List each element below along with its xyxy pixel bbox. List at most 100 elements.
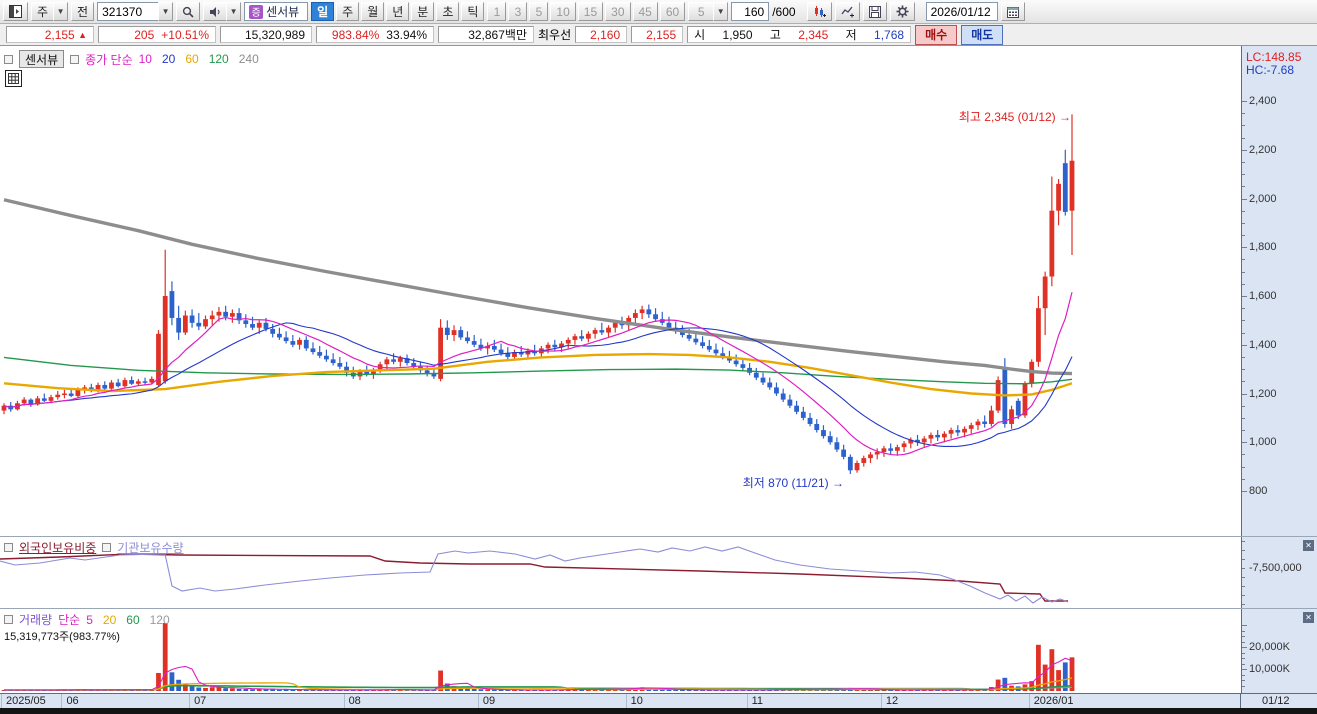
ohl-field: 시 1,950 고 2,345 저 1,768	[687, 26, 912, 43]
period-button-월[interactable]: 월	[361, 2, 385, 21]
candle-up	[1036, 308, 1041, 362]
minute-button-30[interactable]: 30	[605, 2, 631, 21]
time-axis[interactable]: 01/12 2025/05 06 07 08 09 10 11 12 2026/01	[0, 693, 1317, 709]
add-trendline-tool-button[interactable]	[834, 2, 860, 21]
candle-down	[324, 355, 329, 360]
search-button[interactable]	[176, 2, 201, 21]
candle-down	[552, 344, 558, 348]
price-ma-240[interactable]: 240	[238, 52, 259, 66]
minute-button-3[interactable]: 3	[508, 2, 528, 21]
candle-down	[807, 417, 813, 424]
volume-tick	[1242, 663, 1245, 665]
minute-button-15[interactable]: 15	[577, 2, 604, 21]
week-combo-dropdown-icon[interactable]: ▼	[53, 2, 69, 21]
stock-name-field[interactable]: 증 센서뷰	[244, 2, 309, 21]
minute-button-1[interactable]: 1	[487, 2, 507, 21]
add-candle-tool-button[interactable]	[806, 2, 832, 21]
volume-panel: 거래량 단순 5 20 60 120 15,319,773주(983.77%) ✕ 2…	[0, 608, 1317, 694]
price-tick	[1242, 271, 1245, 273]
volume-ma-20[interactable]: 20	[102, 612, 117, 627]
candle-down	[821, 430, 826, 437]
price-tick	[1242, 174, 1245, 176]
volume-ma-legend-label[interactable]: 단순	[58, 613, 81, 627]
legend-bullet-icon[interactable]	[4, 543, 13, 552]
jeon-button[interactable]: 전	[71, 2, 95, 21]
sound-button[interactable]	[203, 2, 228, 21]
stock-code-dropdown-icon[interactable]: ▼	[158, 2, 174, 21]
save-button[interactable]	[862, 2, 887, 21]
volume-bar	[317, 690, 323, 691]
candle-down	[787, 399, 793, 406]
stock-code-input[interactable]: 321370	[97, 2, 160, 21]
candle-up	[585, 333, 591, 339]
candle-down	[841, 449, 847, 457]
candle-down	[666, 322, 672, 328]
price-tick	[1242, 369, 1245, 371]
price-tick	[1242, 210, 1245, 212]
price-ma-legend-label[interactable]: 종가 단순	[85, 52, 133, 67]
minute-button-45[interactable]: 45	[632, 2, 658, 21]
buy-button[interactable]: 매수	[915, 24, 958, 45]
minute-button-5[interactable]: 5	[529, 2, 549, 21]
price-axis[interactable]: LC:148.85 HC:-7.68 800 1,000 1,200 1,400 1,6…	[1241, 46, 1317, 536]
legend-bullet-icon[interactable]	[4, 54, 13, 64]
candle-down	[424, 370, 430, 374]
volume-axis[interactable]: ✕ 20,000K 10,000K	[1241, 609, 1317, 694]
chart-tab-stock-name[interactable]: 센서뷰	[19, 50, 65, 68]
ownership-tick	[1242, 586, 1245, 587]
calendar-button[interactable]	[1000, 2, 1025, 21]
ownership-chart-canvas[interactable]	[0, 537, 1241, 609]
volume-chart-canvas[interactable]	[0, 609, 1241, 694]
ownership-tick	[1242, 550, 1245, 551]
sell-button[interactable]: 매도	[961, 24, 1004, 45]
period-button-주[interactable]: 주	[336, 2, 360, 21]
time-axis-label-09: 09	[482, 695, 496, 707]
close-volume-panel-icon[interactable]: ✕	[1303, 612, 1314, 623]
legend-bullet-icon[interactable]	[102, 543, 112, 552]
volume-ma-5[interactable]: 5	[86, 612, 93, 627]
period-button-분[interactable]: 분	[411, 2, 435, 21]
week-combo[interactable]: 주	[31, 2, 55, 21]
price-ma-120[interactable]: 120	[208, 52, 229, 66]
volume-ma-120[interactable]: 120	[149, 612, 170, 627]
main-chart-panel: 최고 2,345 (01/12) → 최저 870 (11/21) → 센서뷰 종…	[0, 46, 1317, 536]
price-chart-canvas[interactable]: 최고 2,345 (01/12) → 최저 870 (11/21) →	[0, 46, 1241, 536]
price-ma-20[interactable]: 20	[161, 52, 176, 66]
volume-bar	[1049, 649, 1055, 691]
period-button-초[interactable]: 초	[436, 2, 460, 21]
best-quote-label: 최우선	[538, 28, 572, 42]
legend-bullet-icon[interactable]	[4, 615, 13, 624]
workspace-icon[interactable]	[3, 2, 28, 21]
bar-count-input[interactable]: 160	[731, 2, 770, 21]
candle-down	[1015, 400, 1021, 416]
period-button-일[interactable]: 일	[311, 2, 335, 21]
price-ma-60[interactable]: 60	[185, 52, 199, 66]
period-button-년[interactable]: 년	[386, 2, 410, 21]
legend-bullet-icon[interactable]	[70, 54, 80, 64]
time-axis-label-11: 11	[751, 695, 763, 707]
price-tick	[1242, 393, 1247, 395]
settings-button[interactable]	[889, 2, 915, 21]
minute-button-60[interactable]: 60	[659, 2, 686, 21]
minute-button-10[interactable]: 10	[550, 2, 576, 21]
institution-holdings-legend[interactable]: 기관보유수량	[117, 541, 184, 555]
volume-bar	[491, 689, 497, 691]
minute-combo[interactable]: 5	[688, 2, 715, 21]
sound-dropdown-icon[interactable]: ▼	[226, 2, 242, 21]
minute-combo-dropdown-icon[interactable]: ▼	[713, 2, 729, 21]
candle-up	[512, 352, 517, 357]
foreign-ownership-legend[interactable]: 외국인보유비중	[19, 541, 97, 555]
close-ownership-panel-icon[interactable]: ✕	[1303, 540, 1314, 551]
period-button-틱[interactable]: 틱	[461, 2, 485, 21]
price-ma-10[interactable]: 10	[138, 52, 152, 66]
date-input[interactable]: 2026/01/12	[925, 2, 998, 21]
best-ask: 2,160	[590, 27, 621, 42]
ownership-axis[interactable]: ✕ -7,500,000	[1241, 537, 1317, 609]
volume-tick	[1242, 630, 1245, 632]
candle-up	[559, 343, 564, 348]
time-axis-separator	[477, 694, 479, 709]
volume-bar	[162, 623, 168, 691]
volume-title[interactable]: 거래량	[19, 613, 53, 627]
volume-ma-60[interactable]: 60	[126, 612, 140, 627]
price-table-tool-button[interactable]	[5, 70, 22, 87]
